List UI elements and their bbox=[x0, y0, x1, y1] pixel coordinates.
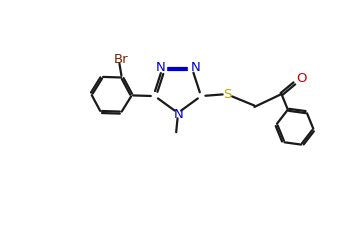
Text: N: N bbox=[191, 61, 200, 74]
Text: N: N bbox=[155, 61, 165, 74]
Text: S: S bbox=[223, 88, 232, 101]
Text: N: N bbox=[174, 109, 184, 121]
Text: O: O bbox=[296, 72, 306, 85]
Text: Br: Br bbox=[113, 53, 128, 66]
